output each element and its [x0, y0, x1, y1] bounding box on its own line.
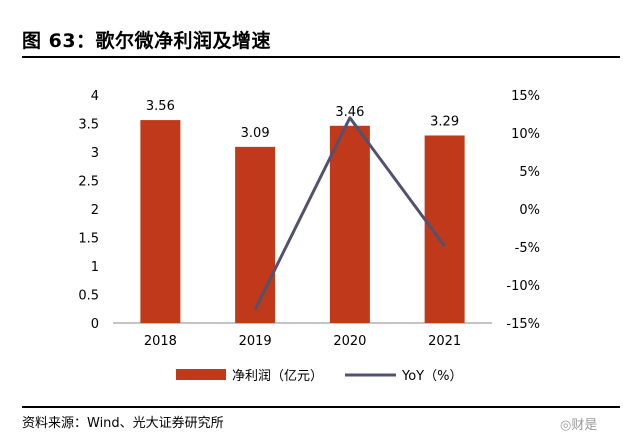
bar-data-label: 3.09	[241, 126, 270, 141]
right-axis-tick-label: -5%	[515, 241, 540, 256]
figure-title: 图 63：歌尔微净利润及增速	[22, 30, 272, 52]
right-axis-tick-label: -10%	[506, 279, 540, 294]
x-axis-tick-label: 2018	[144, 334, 177, 349]
left-axis-tick-label: 0	[91, 317, 99, 332]
net-profit-bar	[235, 146, 276, 323]
legend-label-yoy: YoY（%）	[401, 369, 462, 384]
legend-label-net-profit: 净利润（亿元）	[232, 369, 323, 384]
right-axis-tick-label: -15%	[506, 317, 540, 332]
watermark: ◎财是	[560, 418, 598, 433]
source-note: 资料来源：Wind、光大证券研究所	[22, 416, 224, 431]
x-axis-tick-label: 2020	[333, 334, 366, 349]
right-axis-tick-label: 0%	[519, 203, 540, 218]
left-axis-tick-label: 3.5	[78, 118, 99, 133]
right-axis-tick-label: 5%	[519, 165, 540, 180]
legend-swatch-net-profit	[176, 369, 226, 380]
bar-data-label: 3.46	[335, 105, 364, 120]
left-axis-tick-label: 1.5	[78, 232, 99, 247]
left-axis-tick-label: 3	[91, 146, 99, 161]
left-axis-tick-label: 2.5	[78, 175, 99, 190]
yoy-line	[253, 116, 446, 310]
source-rule	[22, 406, 620, 408]
left-axis-tick-label: 2	[91, 203, 99, 218]
net-profit-bar	[329, 125, 370, 323]
net-profit-bar	[140, 120, 181, 323]
left-axis-tick-label: 0.5	[78, 289, 99, 304]
right-axis-tick-label: 15%	[511, 89, 540, 104]
left-axis-tick-label: 4	[91, 89, 99, 104]
legend: 净利润（亿元） YoY（%）	[176, 369, 462, 384]
bar-data-label: 3.29	[430, 114, 459, 129]
x-axis-tick-label: 2021	[428, 334, 461, 349]
right-axis-tick-label: 10%	[511, 127, 540, 142]
bar-data-label: 3.56	[146, 99, 175, 114]
title-rule	[22, 56, 620, 58]
left-axis-tick-label: 1	[91, 260, 99, 275]
x-axis-tick-label: 2019	[239, 334, 272, 349]
